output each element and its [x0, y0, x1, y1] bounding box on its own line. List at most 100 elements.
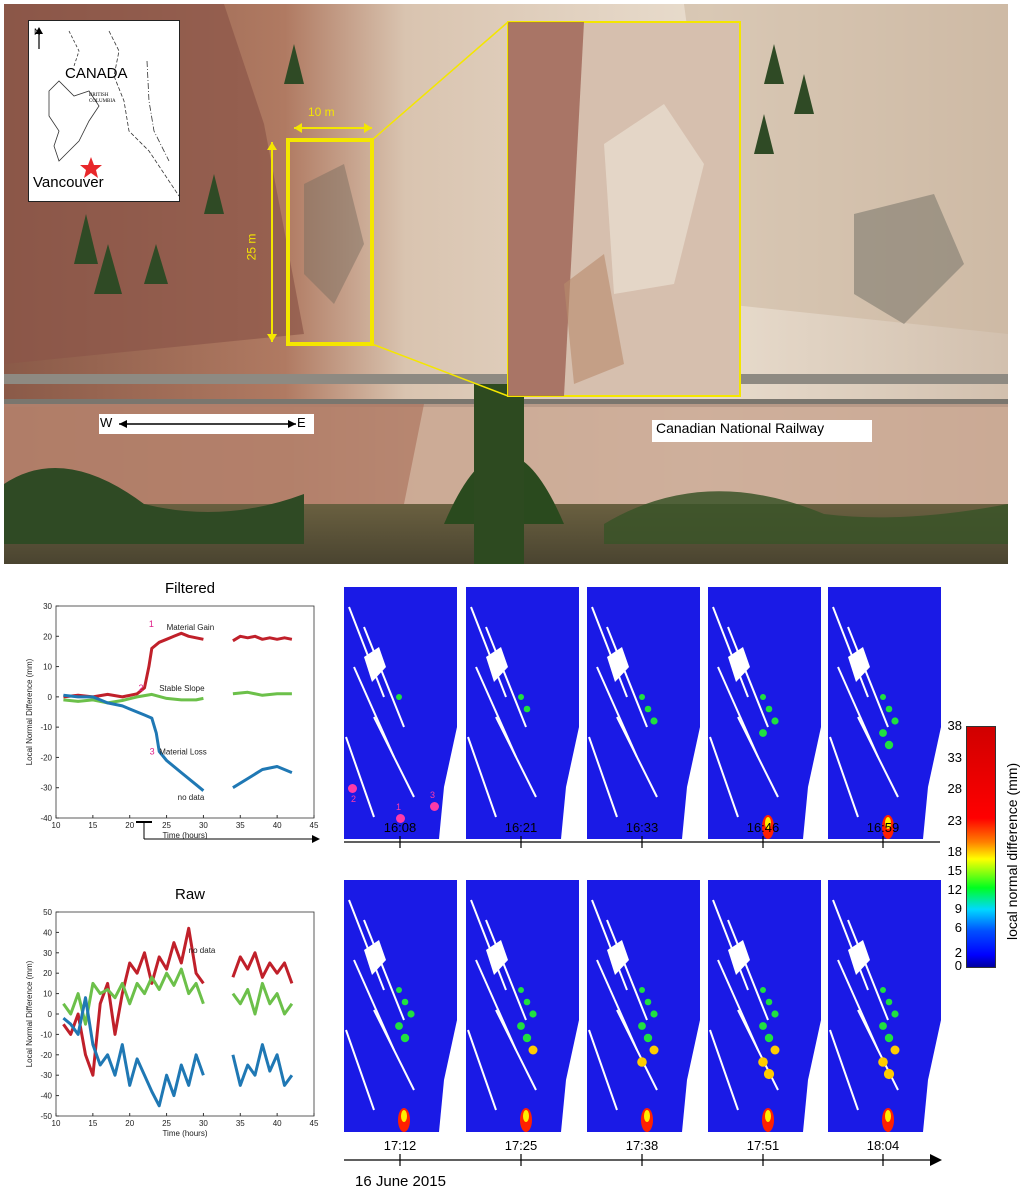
- y-tick-label: -30: [40, 784, 52, 793]
- colorbar-tick-label: 38: [947, 718, 962, 733]
- change-blob: [885, 998, 893, 1006]
- raw-line-chart: 10 15 20 25 30 35 40 45 50 40 30 20 10 0 -10 -20 -30 -40 -…: [25, 908, 319, 1138]
- change-blob: [764, 1033, 774, 1043]
- series-line-1: [231, 981, 294, 1016]
- y-tick-label: -10: [40, 723, 52, 732]
- location-star-icon: [80, 157, 102, 178]
- y-axis-label: Local Normal Difference (mm): [25, 658, 34, 765]
- time-label: 16:59: [867, 820, 900, 835]
- no-data-region: [439, 727, 457, 839]
- change-blob: [891, 717, 899, 725]
- no-data-region: [803, 727, 821, 839]
- no-data-region: [561, 727, 579, 839]
- no-data-streak: [832, 606, 869, 698]
- time-label: 17:38: [626, 1138, 659, 1153]
- difference-map-panel: [708, 880, 821, 1132]
- change-blob: [650, 1010, 658, 1018]
- colorbar-tick-label: 33: [947, 749, 962, 765]
- chart-annotation: Material Loss: [159, 747, 207, 756]
- change-blob: [639, 694, 645, 700]
- no-data-streak: [727, 919, 769, 1021]
- colorbar-tick-label: 15: [947, 863, 962, 879]
- y-tick-label: 40: [43, 928, 52, 937]
- x-tick-label: 30: [199, 1119, 208, 1128]
- no-data-streak: [832, 899, 869, 991]
- x-tick-label: 35: [236, 821, 245, 830]
- marker-3: [430, 802, 439, 811]
- no-data-region: [923, 1020, 941, 1132]
- x-tick-label: 20: [125, 1119, 134, 1128]
- cliff-photograph: [4, 4, 1008, 564]
- inset-city-label: Vancouver: [33, 174, 104, 191]
- x-tick-label: 40: [273, 821, 282, 830]
- marker-2: [348, 784, 357, 793]
- change-blob: [528, 1045, 538, 1055]
- no-data-streak: [363, 919, 405, 1021]
- time-label: 16:21: [505, 820, 538, 835]
- x-tick-label: 45: [310, 1119, 319, 1128]
- no-data-streak: [606, 919, 648, 1021]
- series-number-label: 2: [139, 683, 144, 693]
- no-data-streak: [591, 899, 628, 991]
- y-tick-label: 10: [43, 663, 52, 672]
- change-blob: [522, 1033, 532, 1043]
- change-blob: [644, 705, 652, 713]
- change-blob: [643, 1033, 653, 1043]
- y-tick-label: -50: [40, 1112, 52, 1121]
- colorbar: [966, 726, 996, 968]
- x-axis-label: Time (hours): [162, 831, 207, 840]
- railway-label: Canadian National Railway: [656, 420, 825, 436]
- change-blob: [765, 705, 773, 713]
- difference-map-drawing: [588, 899, 700, 1132]
- change-blob: [523, 705, 531, 713]
- no-data-streak: [345, 1029, 375, 1111]
- material-change-core: [401, 1110, 407, 1122]
- no-data-streak: [709, 1029, 739, 1111]
- location-inset-map: N CANADA BRITISH COLUMBIA Vancouver: [28, 20, 180, 202]
- y-tick-label: 50: [43, 908, 52, 917]
- y-tick-label: 30: [43, 949, 52, 958]
- no-data-region: [486, 940, 508, 975]
- difference-map-panel: [587, 587, 700, 839]
- no-data-streak: [470, 606, 507, 698]
- no-data-streak: [712, 606, 749, 698]
- change-blob: [637, 1057, 647, 1067]
- no-data-streak: [485, 626, 527, 728]
- no-data-region: [607, 940, 629, 975]
- no-data-streak: [712, 899, 749, 991]
- change-blob: [396, 694, 402, 700]
- difference-map-panel: [466, 880, 579, 1132]
- change-blob: [395, 1022, 403, 1030]
- time-label: 16:46: [747, 820, 780, 835]
- no-data-streak: [495, 1009, 537, 1091]
- x-tick-label: 10: [52, 821, 61, 830]
- x-tick-label: 45: [310, 821, 319, 830]
- marker-label-1: 1: [396, 802, 402, 812]
- x-tick-label: 25: [162, 1119, 171, 1128]
- x-tick-label: 30: [199, 821, 208, 830]
- series-line-2: [232, 765, 293, 789]
- x-tick-label: 35: [236, 1119, 245, 1128]
- difference-map-panel: [828, 880, 941, 1132]
- time-label: 16:08: [384, 820, 417, 835]
- y-tick-label: -20: [40, 753, 52, 762]
- no-data-streak: [709, 736, 739, 818]
- y-tick-label: 30: [43, 602, 52, 611]
- inset-province-label: BRITISH COLUMBIA: [89, 93, 116, 104]
- change-blob: [759, 1022, 767, 1030]
- change-blob: [763, 1068, 775, 1080]
- no-data-region: [923, 727, 941, 839]
- change-blob: [771, 1010, 779, 1018]
- change-blob: [529, 1010, 537, 1018]
- no-data-streak: [737, 716, 779, 798]
- plot-frame: [55, 605, 315, 819]
- change-blob: [649, 1045, 659, 1055]
- material-change-core: [765, 1110, 771, 1122]
- material-change-core: [885, 1110, 891, 1122]
- no-data-region: [364, 647, 386, 682]
- time-label: 16:33: [626, 820, 659, 835]
- direction-label-west: W: [100, 415, 113, 430]
- x-tick-label: 25: [162, 821, 171, 830]
- x-tick-label: 40: [273, 1119, 282, 1128]
- change-blob: [639, 987, 645, 993]
